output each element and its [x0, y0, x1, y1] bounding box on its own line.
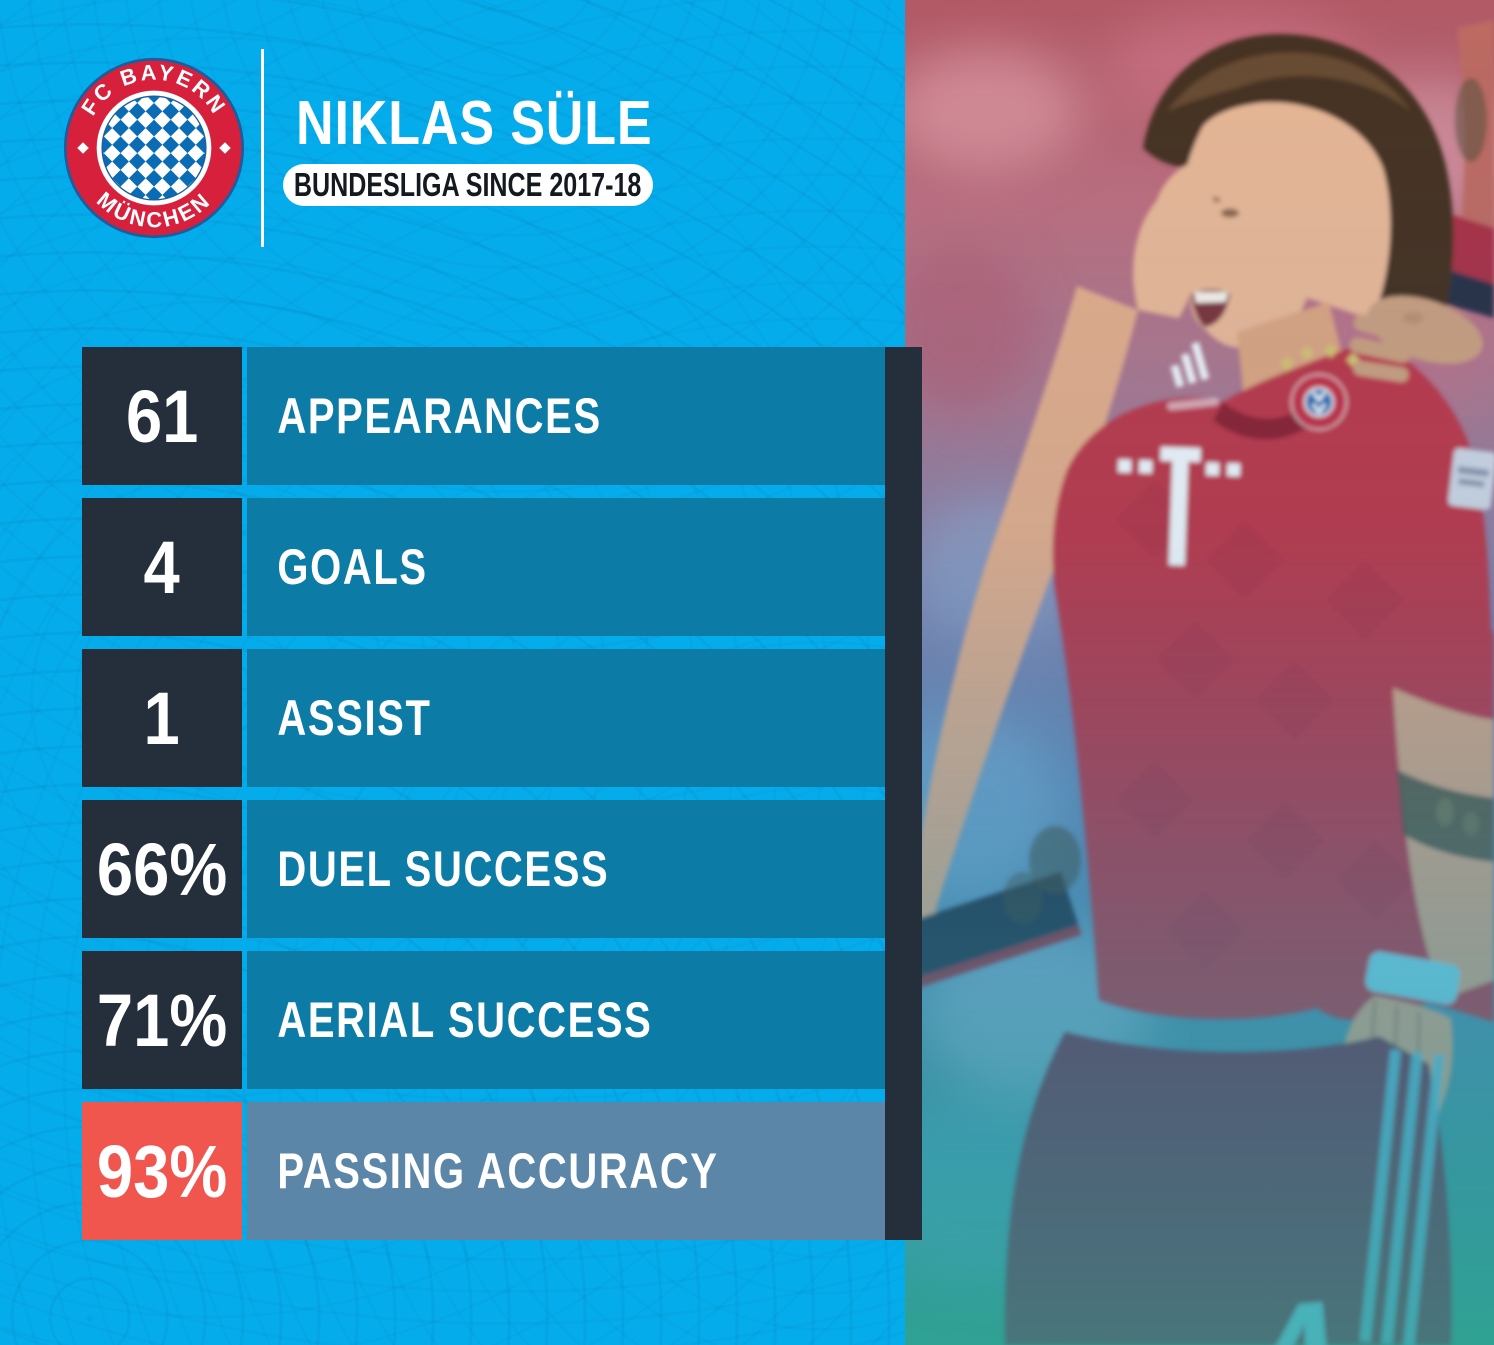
header-divider	[261, 49, 264, 247]
accent-bar	[885, 347, 922, 1240]
logo-diamond-pattern	[102, 96, 206, 200]
stat-row-passing-accuracy: 93% PASSING ACCURACY	[82, 1102, 885, 1240]
stat-row-goals: 4 GOALS	[82, 498, 885, 636]
stat-label-bar-highlight: PASSING ACCURACY	[247, 1102, 885, 1240]
stat-value-box: 4	[82, 498, 242, 636]
stat-label: GOALS	[277, 539, 428, 595]
stat-row-duel-success: 66% DUEL SUCCESS	[82, 800, 885, 938]
stat-value-box-highlight: 93%	[82, 1102, 242, 1240]
stat-value: 93%	[96, 1129, 228, 1213]
stat-label: PASSING ACCURACY	[277, 1143, 719, 1199]
stat-value-box: 61	[82, 347, 242, 485]
stat-label-bar: DUEL SUCCESS	[247, 800, 885, 938]
stat-label-bar: ASSIST	[247, 649, 885, 787]
stat-label-bar: AERIAL SUCCESS	[247, 951, 885, 1089]
stat-value: 61	[125, 374, 199, 458]
stat-label: APPEARANCES	[277, 388, 602, 444]
stat-label-bar: APPEARANCES	[247, 347, 885, 485]
player-photo: 4	[905, 0, 1494, 1345]
club-logo: FC BAYERN MÜNCHEN	[63, 57, 245, 239]
stat-row-appearances: 61 APPEARANCES	[82, 347, 885, 485]
stat-value-box: 1	[82, 649, 242, 787]
stat-value: 4	[143, 525, 181, 609]
stat-value-box: 71%	[82, 951, 242, 1089]
stat-label: DUEL SUCCESS	[277, 841, 610, 897]
stat-label-bar: GOALS	[247, 498, 885, 636]
stat-label: AERIAL SUCCESS	[277, 992, 653, 1048]
stat-row-assist: 1 ASSIST	[82, 649, 885, 787]
page-title: NIKLAS SÜLE	[296, 89, 653, 158]
season-badge: BUNDESLIGA SINCE 2017-18	[283, 164, 653, 206]
stat-value: 66%	[96, 827, 228, 911]
stat-value: 1	[143, 676, 181, 760]
teal-overlay	[905, 0, 1494, 1345]
stat-value: 71%	[96, 978, 228, 1062]
stat-label: ASSIST	[277, 690, 432, 746]
stat-row-aerial-success: 71% AERIAL SUCCESS	[82, 951, 885, 1089]
season-badge-label: BUNDESLIGA SINCE 2017-18	[294, 166, 642, 203]
stat-value-box: 66%	[82, 800, 242, 938]
